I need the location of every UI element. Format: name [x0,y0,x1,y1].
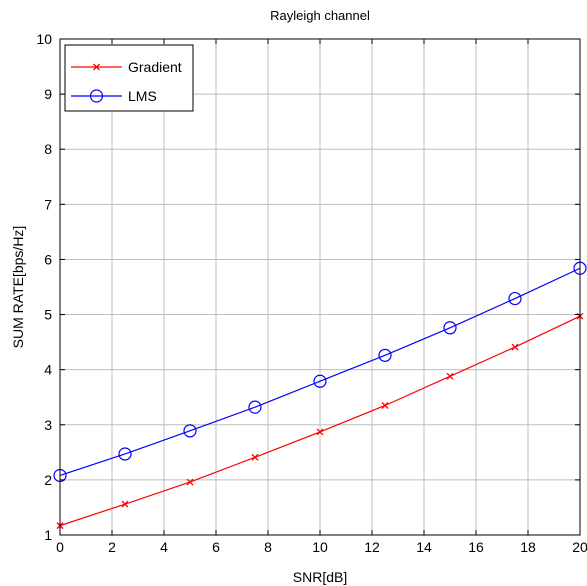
data-point-gradient [121,500,129,508]
y-tick-label: 2 [44,472,52,488]
data-point-lms [183,424,197,438]
legend-label-gradient: Gradient [128,59,182,75]
data-point-lms [508,291,522,306]
x-tick-label: 16 [468,539,484,555]
x-tick-label: 4 [160,539,168,555]
y-tick-label: 10 [36,31,52,47]
grid-lines [60,39,580,535]
data-point-gradient [446,372,454,380]
y-tick-label: 5 [44,307,52,323]
x-tick-label: 12 [364,539,380,555]
series-gradient [56,312,584,530]
x-tick-label: 6 [212,539,220,555]
data-point-gradient [381,402,389,409]
y-tick-label: 8 [44,141,52,157]
data-point-gradient [316,428,324,436]
y-tick-label: 9 [44,86,52,102]
legend-box [64,44,194,112]
data-point-gradient [251,453,259,461]
y-tick-label: 6 [44,251,52,267]
x-tick-label: 18 [520,539,536,555]
data-point-lms [313,374,327,388]
x-tick-label: 8 [264,539,272,555]
data-point-lms [118,447,132,461]
data-point-gradient [511,343,519,351]
series-group [53,261,587,530]
data-point-lms [248,400,262,414]
legend-label-lms: LMS [128,88,157,104]
data-point-lms [443,321,457,335]
y-tick-label: 4 [44,362,52,378]
chart-title: Rayleigh channel [270,8,370,23]
series-line-lms [59,267,581,477]
x-tick-label: 0 [56,539,64,555]
legend-marker-lms [89,89,104,103]
x-tick-label: 20 [572,539,587,555]
y-tick-label: 1 [44,527,52,543]
data-point-gradient [186,478,194,486]
x-axis-label: SNR[dB] [293,569,347,585]
legend: Gradient LMS [64,44,194,112]
x-tick-label: 14 [416,539,432,555]
x-tick-label: 2 [108,539,116,555]
y-tick-label: 7 [44,196,52,212]
legend-marker-gradient [93,63,100,71]
y-tick-label: 3 [44,417,52,433]
x-tick-label: 10 [312,539,328,555]
data-point-lms [378,348,392,362]
y-axis-label: SUM RATE[bps/Hz] [10,226,26,349]
